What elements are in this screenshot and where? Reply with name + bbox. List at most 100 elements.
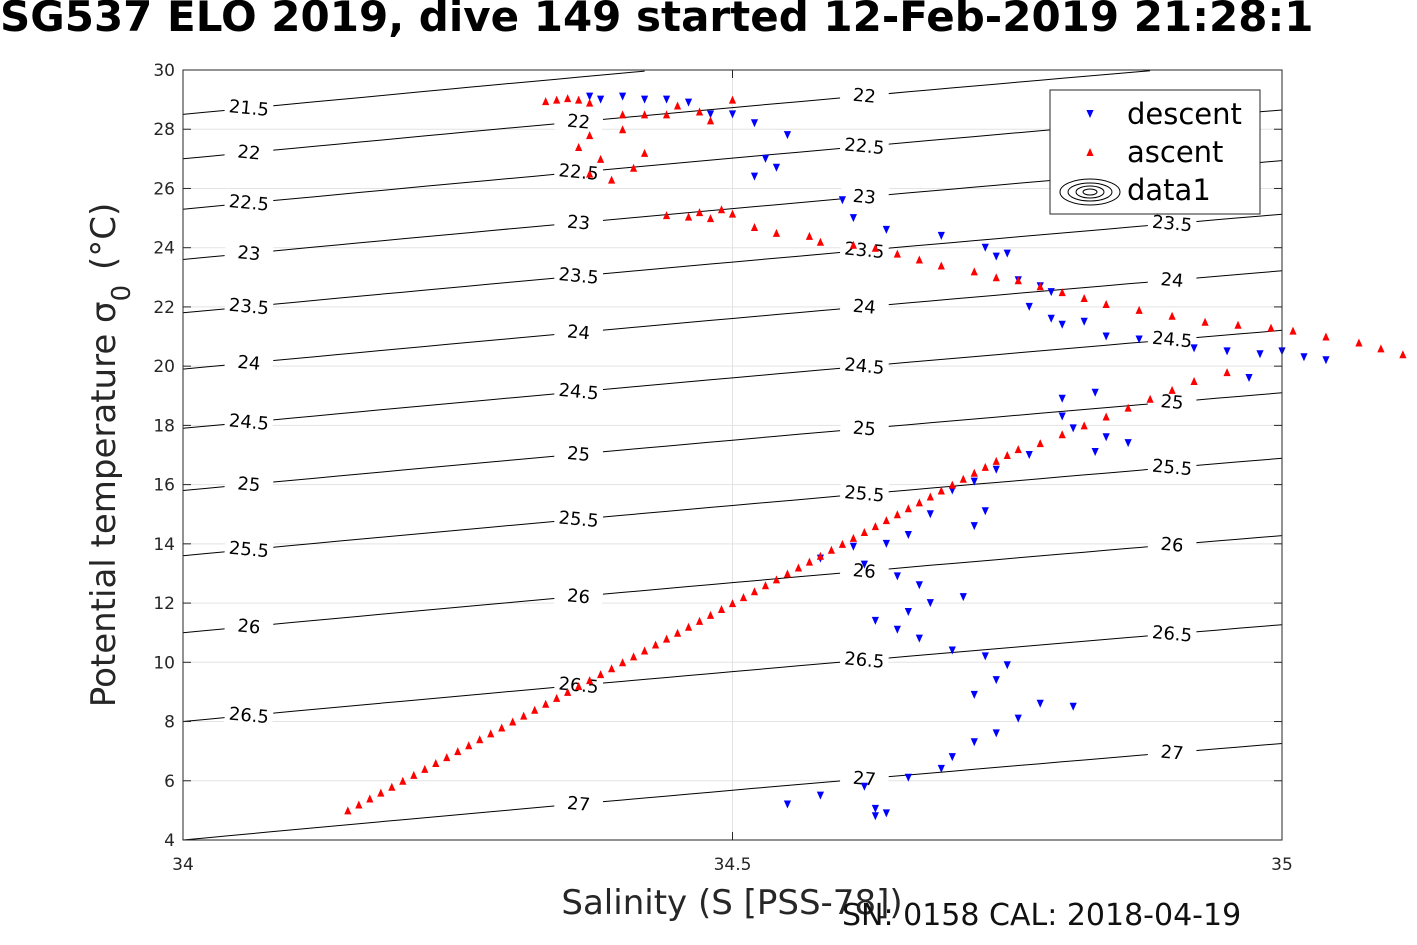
- contour-label: 25.5: [228, 538, 270, 563]
- ascent-point: [728, 95, 737, 104]
- contour-label: 24: [566, 321, 591, 344]
- ascent-point: [739, 593, 748, 602]
- contour-label-bg: [1147, 738, 1198, 765]
- ascent-point: [706, 610, 715, 619]
- ascent-point: [673, 628, 682, 637]
- descent-point: [882, 225, 890, 234]
- contour-label: 23.5: [228, 295, 270, 320]
- descent-point: [926, 510, 934, 519]
- ascent-point: [619, 125, 627, 134]
- ascent-point: [410, 770, 418, 779]
- ascent-point: [344, 806, 352, 815]
- legend-marker-ascent: [1086, 148, 1094, 156]
- ascent-point: [794, 563, 803, 572]
- descent-point: [948, 753, 956, 762]
- contour-label-bg: [224, 535, 274, 562]
- ascent-point: [1289, 326, 1297, 335]
- contour-line: [182, 457, 1283, 557]
- descent-point: [750, 172, 759, 181]
- contour-label-bg: [1147, 453, 1198, 480]
- contour-label: 25.5: [1151, 456, 1193, 481]
- contour-label: 26.5: [228, 704, 270, 729]
- ascent-point: [542, 699, 550, 708]
- legend-marker-contour: [1082, 188, 1098, 196]
- legend-label: descent: [1127, 97, 1242, 131]
- contour-label-bg: [839, 764, 890, 791]
- contour-label-bg: [224, 138, 274, 165]
- legend-marker-contour: [1067, 182, 1113, 202]
- legend-marker-contour: [1059, 178, 1121, 206]
- ascent-point: [695, 616, 704, 625]
- contour-line: [182, 624, 1283, 722]
- ascent-point: [619, 110, 627, 119]
- contour-label: 25.5: [558, 507, 600, 532]
- contour-label: 26: [1160, 534, 1185, 557]
- ascent-point: [662, 110, 671, 119]
- descent-point: [1058, 412, 1066, 421]
- ascent-point: [443, 753, 451, 762]
- contour-label: 26.5: [843, 648, 885, 673]
- descent-point: [1025, 451, 1033, 459]
- ascent-point: [728, 209, 737, 218]
- ascent-point: [937, 486, 945, 495]
- legend-label: ascent: [1127, 135, 1223, 169]
- contour-label-bg: [839, 351, 890, 379]
- ascent-point: [893, 510, 901, 519]
- ascent-point: [981, 462, 989, 471]
- descent-point: [1003, 249, 1011, 258]
- ascent-point: [575, 95, 583, 104]
- ascent-point: [1124, 403, 1132, 412]
- ascent-point: [608, 175, 616, 184]
- contour-label-bg: [553, 261, 604, 289]
- descent-point: [992, 252, 1000, 261]
- y-tick-label: 28: [153, 120, 175, 140]
- ascent-point: [1234, 320, 1242, 329]
- ascent-point: [377, 788, 385, 797]
- contour-label: 25: [1160, 391, 1185, 414]
- descent-point: [915, 634, 923, 643]
- y-axis-label: Potential temperature σ0 (°C): [84, 203, 137, 707]
- descent-point: [1256, 350, 1264, 359]
- contour-label: 23.5: [558, 264, 600, 289]
- ascent-point: [1355, 338, 1363, 347]
- contour-label-bg: [224, 93, 274, 121]
- contour-label-bg: [224, 239, 274, 266]
- y-tick-label: 26: [153, 179, 175, 199]
- ascent-point: [1080, 294, 1088, 303]
- ascent-point: [1201, 317, 1209, 326]
- descent-point: [662, 95, 671, 104]
- contour-label-bg: [553, 582, 604, 609]
- descent-point: [849, 542, 857, 551]
- ascent-point: [586, 676, 594, 685]
- descent-point: [860, 782, 868, 791]
- legend-marker-contour: [1075, 185, 1105, 199]
- descent-point: [1047, 314, 1055, 323]
- y-tick-label: 10: [153, 653, 175, 673]
- ascent-point: [772, 575, 781, 584]
- ascent-point: [750, 222, 759, 231]
- ascent-point: [465, 741, 473, 750]
- contour-label: 22.5: [558, 160, 600, 185]
- contour-label: 24.5: [843, 354, 885, 379]
- ascent-point: [772, 228, 781, 237]
- descent-point: [1058, 320, 1066, 329]
- ascent-point: [520, 711, 528, 720]
- ascent-point: [728, 599, 737, 608]
- ascent-point: [926, 492, 934, 501]
- legend-label: data1: [1127, 173, 1211, 207]
- ascent-point: [553, 95, 561, 104]
- ascent-point: [651, 640, 660, 649]
- legend-marker-descent: [1086, 110, 1094, 118]
- descent-point: [981, 243, 989, 252]
- contour-line: [182, 213, 1283, 314]
- ascent-point: [564, 94, 572, 103]
- ascent-point: [399, 776, 407, 785]
- ascent-point: [388, 782, 396, 791]
- contour-label: 22: [852, 85, 877, 108]
- descent-point: [904, 773, 912, 782]
- descent-point: [959, 593, 967, 602]
- ascent-point: [706, 116, 715, 125]
- descent-point: [970, 522, 978, 531]
- ascent-point: [1267, 323, 1275, 332]
- contour-label: 27: [1160, 742, 1185, 765]
